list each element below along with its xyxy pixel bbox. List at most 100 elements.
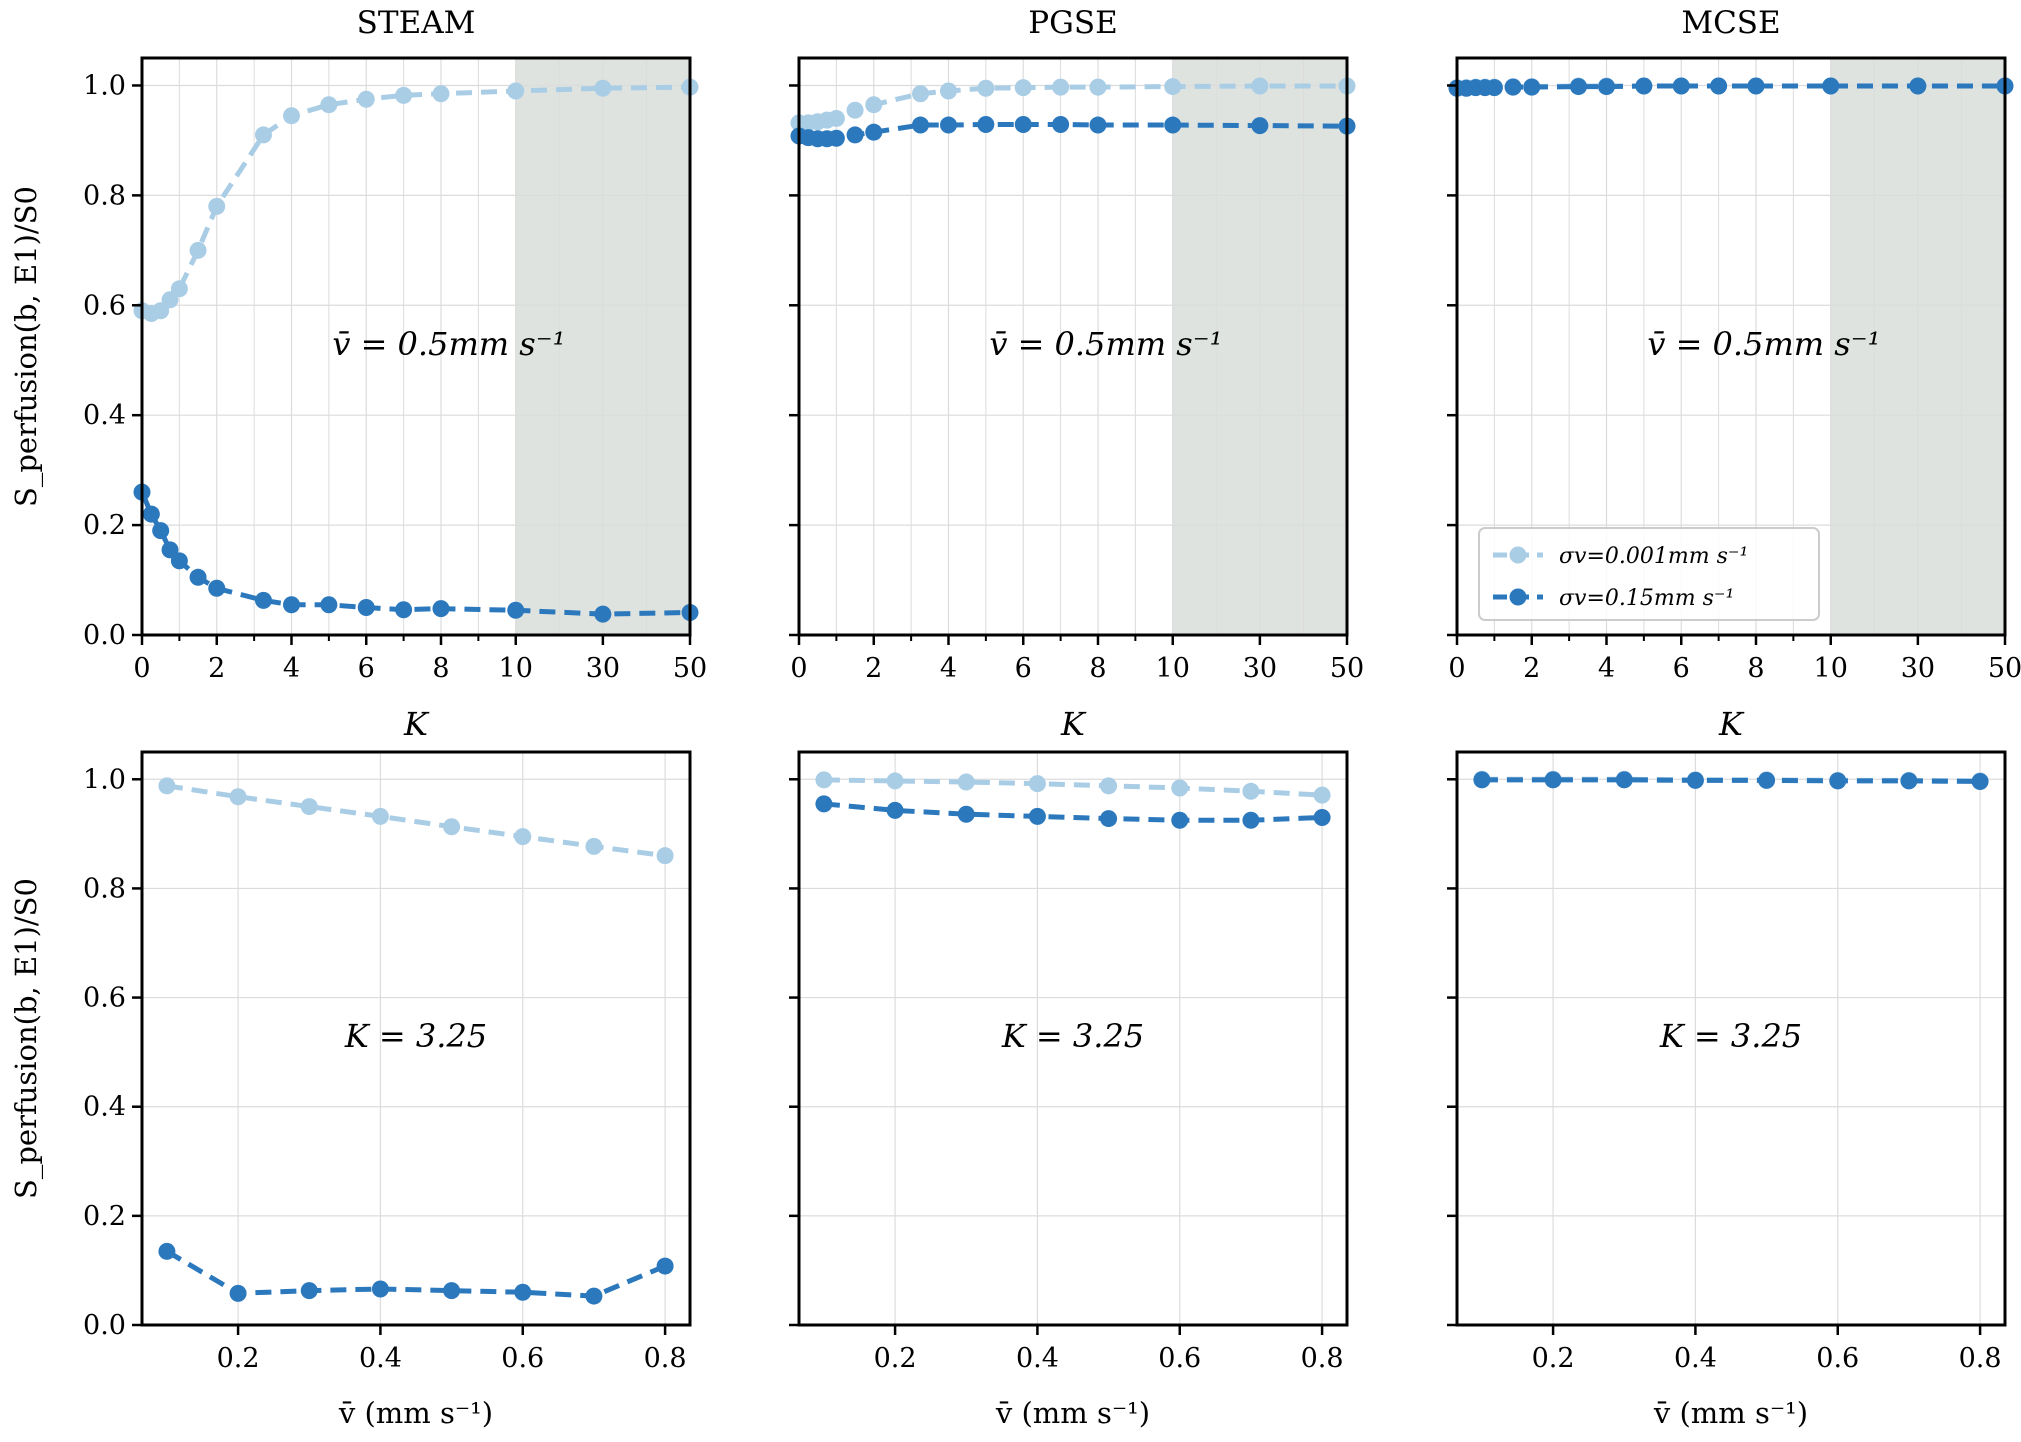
y-tick-label: 0.2 (83, 510, 126, 541)
legend-label: σv=0.15mm s⁻¹ (1559, 586, 1734, 611)
x-tick-label: 0.6 (1816, 1343, 1859, 1374)
x-tick-label: 10 (499, 653, 533, 684)
data-point (1710, 77, 1728, 95)
data-point (1164, 116, 1182, 134)
data-point (142, 505, 160, 523)
data-point (827, 129, 845, 147)
axes-frame (140, 56, 692, 637)
data-point (1829, 772, 1847, 790)
data-point (957, 773, 975, 791)
series-line-dark (823, 801, 1323, 823)
data-point (371, 807, 389, 825)
y-tick-label: 0.0 (83, 620, 126, 651)
x-tick-label: 0.8 (1959, 1343, 2002, 1374)
data-point (514, 1283, 532, 1301)
x-tick-label: 0.4 (1674, 1343, 1717, 1374)
y-tick-label: 0.4 (83, 1092, 126, 1123)
data-point (152, 522, 170, 540)
panel-mcse-bottom: 0.2 0.4 0.6 0.8 v̄ (mm s⁻¹) K = 3.25 (1447, 750, 2007, 1430)
x-tick-label: 30 (586, 653, 620, 684)
x-tick-label: 0.8 (1301, 1343, 1344, 1374)
x-tick-label: 50 (1988, 653, 2021, 684)
legend-marker (1509, 588, 1527, 606)
x-axis-label: K (1718, 705, 1745, 743)
x-tick-label: 4 (1598, 653, 1615, 684)
series-line-light (823, 777, 1323, 798)
data-point (1686, 771, 1704, 789)
x-tick-label: 0 (133, 653, 150, 684)
panel-annotation: K = 3.25 (1001, 1017, 1144, 1055)
panel-mcse-top: 0 2 4 6 8 10 30 50 MCSE Kv̄ = 0.5mm s⁻¹ σv=0.001mm… (1447, 5, 2021, 743)
x-tick-label: 0 (1448, 653, 1465, 684)
data-point (282, 596, 300, 614)
data-point (911, 116, 929, 134)
data-point (1523, 78, 1541, 96)
data-point (1164, 78, 1182, 96)
data-point (1485, 79, 1503, 97)
x-tick-label: 6 (358, 653, 375, 684)
x-tick-label: 0 (790, 653, 807, 684)
data-point (656, 847, 674, 865)
series-line-dark (165, 1249, 667, 1299)
data-point (815, 771, 833, 789)
data-point (1900, 772, 1918, 790)
data-point (170, 280, 188, 298)
data-point (1171, 779, 1189, 797)
data-point (1822, 77, 1840, 95)
data-point (443, 818, 461, 836)
data-point (1569, 78, 1587, 96)
x-tick-label: 10 (1814, 653, 1848, 684)
panel-title: MCSE (1681, 5, 1780, 41)
series-line-light (799, 83, 1347, 126)
data-point (594, 605, 612, 623)
data-point (320, 596, 338, 614)
data-point (357, 90, 375, 108)
data-point (395, 86, 413, 104)
data-point (827, 109, 845, 127)
x-tick-label: 0.4 (1016, 1343, 1059, 1374)
data-point (1089, 78, 1107, 96)
panel-annotation: K = 3.25 (1659, 1017, 1802, 1055)
panel-pgse-bottom: 0.2 0.4 0.6 0.8 v̄ (mm s⁻¹) K = 3.25 (789, 750, 1349, 1430)
data-point (189, 568, 207, 586)
data-point (1909, 77, 1927, 95)
legend-label: σv=0.001mm s⁻¹ (1559, 544, 1748, 569)
x-tick-label: 50 (1330, 653, 1364, 684)
series-line-dark (139, 491, 691, 617)
x-axis-label: v̄ (mm s⁻¹) (1653, 1396, 1808, 1430)
x-tick-label: 30 (1243, 653, 1277, 684)
x-tick-label: 0.6 (501, 1343, 544, 1374)
data-point (432, 600, 450, 618)
x-tick-label: 6 (1673, 653, 1690, 684)
data-point (1747, 77, 1765, 95)
data-point (865, 123, 883, 141)
data-point (229, 788, 247, 806)
data-point (1052, 78, 1070, 96)
data-point (507, 601, 525, 619)
panel-title: PGSE (1028, 5, 1118, 41)
data-point (1313, 786, 1331, 804)
data-point (1242, 811, 1260, 829)
data-point (865, 96, 883, 114)
x-axis-label: v̄ (mm s⁻¹) (338, 1396, 493, 1430)
data-point (1171, 811, 1189, 829)
x-tick-label: 0.2 (217, 1343, 260, 1374)
data-point (1014, 79, 1032, 97)
data-point (254, 591, 272, 609)
data-point (886, 772, 904, 790)
x-axis-label: K (1060, 705, 1087, 743)
x-tick-label: 0.4 (359, 1343, 402, 1374)
data-point (300, 1282, 318, 1300)
panel-steam-bottom: 0.0 0.2 0.4 0.6 0.8 1.0 0.2 0.4 0.6 0.8 v̄ (mm s⁻¹… (9, 750, 692, 1430)
data-point (1242, 782, 1260, 800)
data-point (911, 85, 929, 103)
panel-title: STEAM (357, 5, 476, 41)
data-point (208, 579, 226, 597)
data-point (1615, 771, 1633, 789)
data-point (939, 116, 957, 134)
data-point (1473, 771, 1491, 789)
data-point (1597, 78, 1615, 96)
data-point (320, 96, 338, 114)
x-tick-label: 30 (1901, 653, 1935, 684)
